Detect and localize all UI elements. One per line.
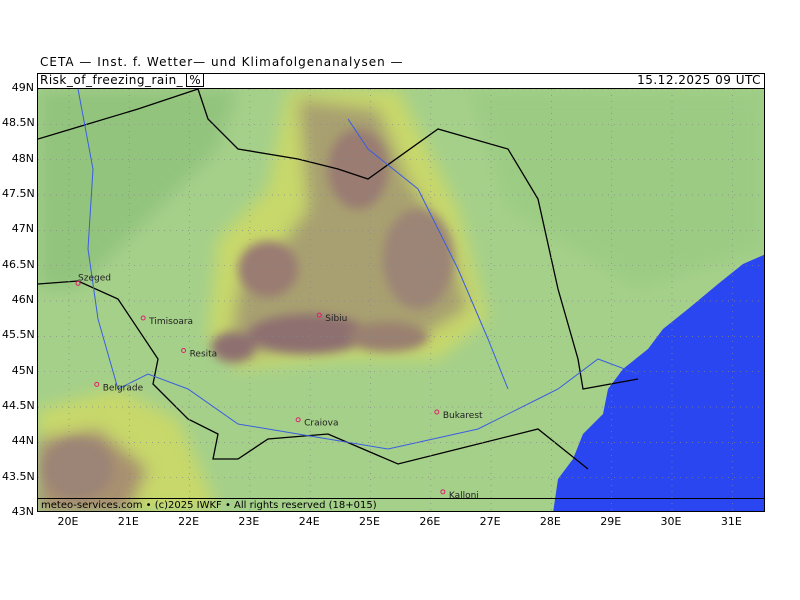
lon-tick-label: 29E <box>600 515 622 528</box>
lat-lon-grid <box>38 89 764 511</box>
lat-tick-label: 43N <box>11 504 34 518</box>
risk-maxima <box>43 129 453 499</box>
parameter-name: Risk_of_freezing_rain_ <box>40 73 184 87</box>
lat-tick-label: 46.5N <box>2 257 35 271</box>
lat-tick-label: 44N <box>11 434 34 448</box>
lon-tick-label: 20E <box>57 515 79 528</box>
map-panel: Szeged Timisoara Resita Belgrade Sibiu Craiov… <box>37 88 765 512</box>
parameter-label: Risk_of_freezing_rain_% <box>40 73 205 87</box>
lat-tick-label: 44.5N <box>2 398 35 412</box>
unit-label: % <box>186 73 205 87</box>
city-marker <box>295 417 301 423</box>
city-marker <box>75 280 81 286</box>
lon-tick-label: 30E <box>660 515 682 528</box>
lon-tick-label: 23E <box>238 515 260 528</box>
copyright-footer: meteo-services.com • (c)2025 IWKF • All … <box>37 498 765 512</box>
city-markers: Szeged Timisoara Resita Belgrade Sibiu Craiov… <box>75 273 483 501</box>
city-label: Bukarest <box>443 411 483 421</box>
lon-tick-label: 24E <box>298 515 320 528</box>
city-marker <box>440 489 446 495</box>
lon-tick-label: 22E <box>178 515 200 528</box>
city-marker <box>94 381 100 387</box>
title-bar: Risk_of_freezing_rain_% 15.12.2025 09 UT… <box>37 73 765 89</box>
map-canvas: Szeged Timisoara Resita Belgrade Sibiu Craiov… <box>38 89 764 511</box>
city-label: Belgrade <box>103 383 144 393</box>
city-marker <box>181 347 187 353</box>
country-borders <box>38 89 639 470</box>
lat-tick-label: 48.5N <box>2 116 35 130</box>
lat-tick-label: 48N <box>11 151 34 165</box>
organization-title: CETA — Inst. f. Wetter— und Klimafolgena… <box>40 55 404 69</box>
lat-tick-label: 45N <box>11 363 34 377</box>
lon-tick-label: 21E <box>117 515 139 528</box>
city-marker <box>140 315 146 321</box>
city-label: Szeged <box>78 273 111 283</box>
lat-tick-label: 46N <box>11 292 34 306</box>
city-label: Sibiu <box>325 314 347 324</box>
city-label: Craiova <box>304 419 338 429</box>
lat-tick-label: 45.5N <box>2 328 35 342</box>
lat-tick-label: 47N <box>11 222 34 236</box>
lon-tick-label: 31E <box>720 515 742 528</box>
lat-tick-label: 49N <box>11 81 34 94</box>
lat-tick-label: 43.5N <box>2 469 35 483</box>
city-label: Resita <box>190 349 218 359</box>
lon-tick-label: 27E <box>479 515 501 528</box>
black-sea <box>553 254 764 511</box>
valid-time: 15.12.2025 09 UTC <box>637 73 761 87</box>
lon-tick-label: 26E <box>419 515 441 528</box>
city-marker <box>434 409 440 415</box>
risk-field <box>38 89 764 511</box>
lon-tick-label: 28E <box>539 515 561 528</box>
lat-tick-label: 47.5N <box>2 186 35 200</box>
city-label: Kalloni <box>449 491 479 501</box>
lon-tick-label: 25E <box>359 515 380 528</box>
city-label: Timisoara <box>148 317 193 327</box>
city-marker <box>316 312 322 318</box>
